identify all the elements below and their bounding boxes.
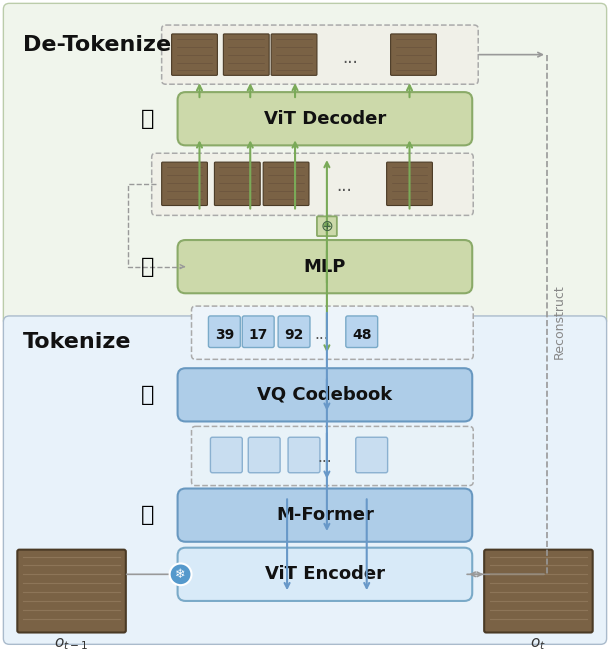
FancyBboxPatch shape [223, 34, 269, 75]
FancyBboxPatch shape [178, 368, 472, 421]
Text: $o_{t-1}$: $o_{t-1}$ [54, 636, 88, 652]
FancyBboxPatch shape [263, 162, 309, 205]
Text: ❄: ❄ [175, 568, 186, 581]
Text: Reconstruct: Reconstruct [553, 284, 566, 359]
Text: $o_t$: $o_t$ [530, 636, 546, 652]
FancyBboxPatch shape [171, 34, 217, 75]
Text: $\oplus$: $\oplus$ [320, 218, 334, 233]
FancyBboxPatch shape [210, 438, 242, 473]
Text: 🔥: 🔥 [141, 109, 154, 129]
FancyBboxPatch shape [242, 316, 274, 347]
Text: M-Former: M-Former [276, 506, 374, 524]
FancyBboxPatch shape [178, 489, 472, 542]
Text: Tokenize: Tokenize [23, 332, 132, 352]
Text: MLP: MLP [304, 258, 346, 275]
FancyBboxPatch shape [356, 438, 387, 473]
Text: ViT Encoder: ViT Encoder [265, 565, 385, 583]
FancyBboxPatch shape [271, 34, 317, 75]
FancyBboxPatch shape [387, 162, 432, 205]
Text: 48: 48 [352, 328, 371, 341]
FancyBboxPatch shape [4, 316, 606, 644]
FancyBboxPatch shape [192, 306, 473, 359]
FancyBboxPatch shape [346, 316, 378, 347]
Text: De-Tokenize: De-Tokenize [23, 35, 171, 55]
Text: ...: ... [318, 451, 332, 466]
Text: 🔥: 🔥 [141, 505, 154, 525]
FancyBboxPatch shape [152, 153, 473, 215]
Text: VQ Codebook: VQ Codebook [257, 386, 392, 404]
FancyBboxPatch shape [17, 549, 126, 632]
Circle shape [170, 564, 192, 585]
Text: ViT Decoder: ViT Decoder [264, 110, 386, 128]
FancyBboxPatch shape [162, 162, 207, 205]
FancyBboxPatch shape [4, 3, 606, 326]
Text: 🔥: 🔥 [141, 256, 154, 277]
FancyBboxPatch shape [248, 438, 280, 473]
FancyBboxPatch shape [484, 549, 593, 632]
FancyBboxPatch shape [390, 34, 436, 75]
FancyBboxPatch shape [178, 92, 472, 145]
FancyBboxPatch shape [192, 426, 473, 485]
Text: 🔥: 🔥 [141, 385, 154, 405]
Text: 92: 92 [284, 328, 304, 341]
Text: ...: ... [336, 177, 352, 195]
Text: 39: 39 [215, 328, 234, 341]
Text: 17: 17 [248, 328, 268, 341]
Text: ...: ... [342, 48, 357, 67]
FancyBboxPatch shape [317, 216, 337, 236]
FancyBboxPatch shape [162, 25, 478, 84]
FancyBboxPatch shape [278, 316, 310, 347]
FancyBboxPatch shape [288, 438, 320, 473]
FancyBboxPatch shape [209, 316, 240, 347]
FancyBboxPatch shape [178, 240, 472, 293]
FancyBboxPatch shape [178, 547, 472, 601]
Text: ...: ... [315, 327, 329, 342]
FancyBboxPatch shape [214, 162, 260, 205]
